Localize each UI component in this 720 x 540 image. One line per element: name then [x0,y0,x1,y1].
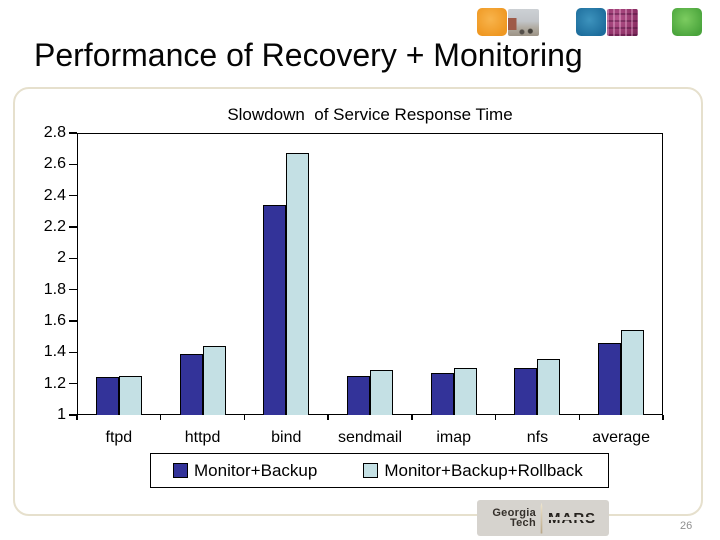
x-axis-tick-mark [327,415,329,420]
y-axis-tick-label: 2.2 [43,218,66,235]
x-axis-category-label: average [592,429,651,446]
y-axis-tick-label: 1.6 [43,312,66,329]
y-axis-tick-mark [69,226,77,228]
x-axis-tick-mark [662,415,664,420]
y-axis-tick-label: 1.2 [43,374,66,392]
bar-sendmail-monitor-backup-rollback [370,369,393,415]
bar-ftpd-monitor-backup-rollback [118,375,142,415]
logo-line-georgia: Georgia [492,507,536,519]
logo-line-tech: Tech [509,517,536,529]
mars-wordmark: MARS [548,509,597,527]
circuit-photo-thumbnail [607,9,638,36]
bar-bind-monitor-backup [263,205,287,415]
bar-sendmail-monitor-backup [347,375,370,415]
plot-area [77,133,663,415]
legend-swatch [173,463,188,478]
y-axis-tick-label: 2.8 [43,124,66,141]
bar-httpd-monitor-backup [179,353,203,415]
y-axis-tick-label: 2.6 [43,155,66,173]
chart-title: Slowdown of Service Response Time [227,105,513,124]
bar-imap-monitor-backup [430,372,454,415]
legend-label: Monitor+Backup [194,460,318,480]
x-axis-tick-mark [243,415,246,420]
slide-title: Performance of Recovery + Monitoring [34,37,583,73]
y-axis-tick-mark [69,257,77,260]
legend-swatch [363,463,379,478]
bar-nfs-monitor-backup [514,368,538,415]
legend-label: Monitor+Backup+Rollback [384,460,583,480]
bar-ftpd-monitor-backup [95,377,119,415]
legend-item: Monitor+Backup+Rollback [363,460,583,481]
bar-imap-monitor-backup-rollback [453,368,477,415]
x-axis-category-label: ftpd [105,429,133,446]
georgia-tech-wordmark: Georgia Tech [484,507,536,529]
y-axis-tick-label: 1 [57,406,66,423]
blue-square-icon [576,8,606,36]
bar-average-monitor-backup [598,342,622,415]
bar-httpd-monitor-backup-rollback [202,346,226,415]
georgia-tech-mars-logo: Georgia Tech MARS [477,500,609,536]
x-axis-tick-mark [76,415,78,420]
x-axis-category-label: sendmail [337,429,402,446]
x-axis-category-label: imap [436,429,472,446]
y-axis-tick-mark [69,382,77,385]
y-axis-tick-mark [69,132,77,134]
y-axis-tick-mark [69,320,77,322]
y-axis-tick-label: 1.4 [43,343,66,361]
bar-bind-monitor-backup-rollback [286,153,310,415]
x-axis-category-label: httpd [184,429,221,446]
bar-nfs-monitor-backup-rollback [537,358,561,415]
campus-photo-thumbnail [508,9,539,36]
y-axis-tick-mark [69,414,77,416]
x-axis-category-label: bind [271,429,302,446]
y-axis-tick-mark [69,163,77,166]
orange-square-icon [477,8,507,36]
x-axis-tick-mark [578,415,581,420]
y-axis-tick-mark [69,351,77,354]
chart-legend: Monitor+Backup Monitor+Backup+Rollback [150,453,609,488]
tech-tower-icon [540,502,543,534]
y-axis-tick-mark [69,194,77,197]
x-axis-tick-mark [494,415,497,420]
bar-average-monitor-backup-rollback [621,330,645,415]
x-axis-tick-mark [411,415,413,420]
legend-item: Monitor+Backup [173,461,317,481]
y-axis-tick-label: 1.8 [43,280,66,298]
x-axis-category-label: nfs [526,429,549,446]
green-square-icon [672,8,702,36]
x-axis-tick-mark [159,415,162,420]
y-axis-tick-mark [69,288,77,291]
page-number: 26 [680,520,693,532]
y-axis-tick-label: 2 [57,249,66,267]
y-axis-tick-label: 2.4 [43,186,66,204]
